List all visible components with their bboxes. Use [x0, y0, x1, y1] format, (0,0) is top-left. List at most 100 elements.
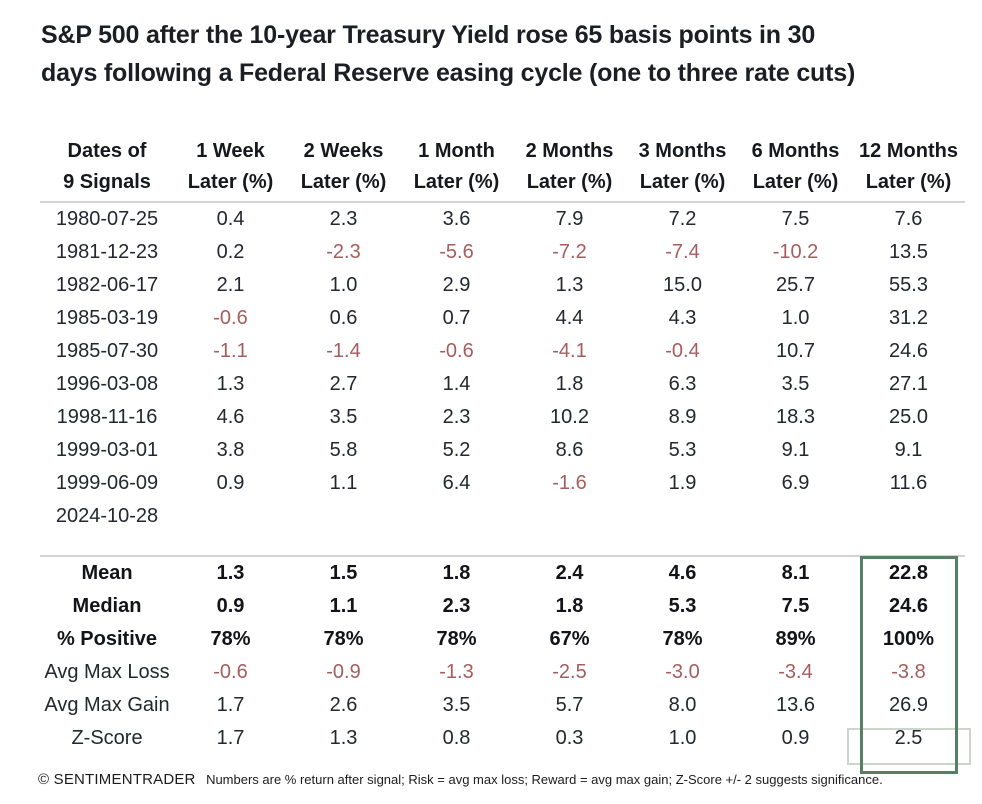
summary-value-cell: -1.3 [439, 661, 474, 683]
footer: © SENTIMENTRADER Numbers are % return af… [38, 771, 978, 789]
value-cell: -7.4 [665, 241, 700, 263]
summary-row: Avg Max Loss -0.6 -0.9 -1.3 -2.5 -3.0 -3.4 -3.8 [40, 656, 965, 689]
column-header-line: Later (%) [413, 171, 500, 193]
summary-label: Mean [40, 555, 174, 590]
summary-value-cell: -3.0 [665, 661, 700, 683]
value-cell: -7.2 [552, 241, 587, 263]
value-cell: 0.7 [442, 307, 471, 329]
table-row: 1998-11-16 4.6 3.5 2.3 10.2 8.9 18.3 25.0 [40, 401, 965, 434]
summary-value-cell: 0.9 [216, 595, 245, 617]
value-cell: -0.4 [665, 340, 700, 362]
summary-value-cell: 24.6 [889, 595, 928, 617]
value-cell: 1.3 [555, 274, 584, 296]
table-row: 1982-06-17 2.1 1.0 2.9 1.3 15.0 25.7 55.3 [40, 269, 965, 302]
summary-value-cell: 8.0 [668, 694, 697, 716]
summary-value-cell: 3.5 [442, 694, 471, 716]
value-cell: 9.1 [894, 439, 923, 461]
value-cell: 4.6 [216, 406, 245, 428]
date-cell: 1981-12-23 [55, 241, 159, 263]
summary-label: Avg Max Loss [44, 661, 170, 683]
value-cell: 3.5 [781, 373, 810, 395]
column-header: 1 Week Later (%) [174, 136, 287, 203]
value-cell: 5.8 [329, 439, 358, 461]
date-cell: 1980-07-25 [55, 208, 159, 230]
footer-note: Numbers are % return after signal; Risk … [206, 772, 883, 787]
summary-value-cell: 78% [323, 628, 364, 650]
twelve-month-highlight-box [860, 556, 958, 774]
value-cell: 4.3 [668, 307, 697, 329]
value-cell: -5.6 [439, 241, 474, 263]
summary-value-cell: 78% [210, 628, 251, 650]
table-row: 1980-07-25 0.4 2.3 3.6 7.9 7.2 7.5 7.6 [40, 202, 965, 236]
value-cell [739, 500, 852, 533]
value-cell: 11.6 [889, 472, 928, 494]
summary-value-cell: 2.5 [894, 727, 923, 749]
table-header-row: Dates of 9 Signals 1 Week Later (%) 2 Weeks L… [40, 136, 965, 203]
value-cell [287, 500, 400, 533]
value-cell: -0.6 [439, 340, 474, 362]
value-cell: 5.2 [442, 439, 471, 461]
value-cell: 1.1 [329, 472, 358, 494]
summary-value-cell: 5.7 [555, 694, 584, 716]
column-header: 6 Months Later (%) [739, 136, 852, 203]
value-cell: 4.4 [555, 307, 584, 329]
column-header-line: 3 Months [638, 140, 727, 162]
column-header: 3 Months Later (%) [626, 136, 739, 203]
summary-value-cell: 1.3 [174, 555, 287, 590]
value-cell: 5.3 [668, 439, 697, 461]
summary-label: Median [72, 595, 142, 617]
value-cell: -2.3 [326, 241, 361, 263]
value-cell: 3.8 [216, 439, 245, 461]
summary-value-cell: 5.3 [668, 595, 697, 617]
column-header: 2 Months Later (%) [513, 136, 626, 203]
value-cell: 9.1 [781, 439, 810, 461]
value-cell: 8.9 [668, 406, 697, 428]
value-cell: 2.1 [216, 274, 245, 296]
summary-value-cell: 13.6 [776, 694, 815, 716]
zscore-cell-outline [847, 728, 971, 765]
value-cell: 1.0 [781, 307, 810, 329]
column-header-line: 9 Signals [63, 171, 151, 193]
value-cell: 1.8 [555, 373, 584, 395]
value-cell [513, 500, 626, 533]
signals-table: Dates of 9 Signals 1 Week Later (%) 2 Weeks L… [40, 136, 965, 755]
value-cell: -1.6 [552, 472, 587, 494]
column-header-line: 6 Months [751, 140, 840, 162]
value-cell: 2.3 [442, 406, 471, 428]
summary-value-cell: -3.4 [778, 661, 813, 683]
value-cell: -1.1 [213, 340, 248, 362]
date-cell: 2024-10-28 [55, 505, 159, 527]
summary-value-cell: -0.9 [326, 661, 361, 683]
table-row: 1981-12-23 0.2 -2.3 -5.6 -7.2 -7.4 -10.2 13.5 [40, 236, 965, 269]
table-row: 1999-03-01 3.8 5.8 5.2 8.6 5.3 9.1 9.1 [40, 434, 965, 467]
summary-label: % Positive [56, 628, 158, 650]
value-cell: 2.3 [329, 208, 358, 230]
table-row: 1999-06-09 0.9 1.1 6.4 -1.6 1.9 6.9 11.6 [40, 467, 965, 500]
value-cell: 8.6 [555, 439, 584, 461]
summary-value-cell: 2.6 [329, 694, 358, 716]
summary-value-cell: 67% [549, 628, 590, 650]
summary-row: Median 0.9 1.1 2.3 1.8 5.3 7.5 24.6 [40, 590, 965, 623]
column-header: Dates of 9 Signals [40, 136, 174, 203]
summary-value-cell: 22.8 [852, 555, 965, 590]
column-header-line: Later (%) [526, 171, 613, 193]
value-cell: 6.3 [668, 373, 697, 395]
summary-value-cell: 1.7 [216, 694, 245, 716]
copyright-label: © SENTIMENTRADER [38, 771, 196, 788]
spacer-row [40, 533, 965, 556]
summary-row: Avg Max Gain 1.7 2.6 3.5 5.7 8.0 13.6 26.9 [40, 689, 965, 722]
value-cell: 1.0 [329, 274, 358, 296]
summary-value-cell: -2.5 [552, 661, 587, 683]
value-cell [626, 500, 739, 533]
summary-label: Avg Max Gain [44, 694, 170, 716]
value-cell: 27.1 [889, 373, 928, 395]
summary-value-cell: 89% [775, 628, 816, 650]
value-cell: 7.9 [555, 208, 584, 230]
summary-value-cell: 1.7 [216, 727, 245, 749]
date-cell: 1999-06-09 [55, 472, 159, 494]
date-cell: 1985-03-19 [55, 307, 159, 329]
value-cell: 1.9 [668, 472, 697, 494]
value-cell: 0.6 [329, 307, 358, 329]
date-cell: 1999-03-01 [55, 439, 159, 461]
column-header-line: Later (%) [639, 171, 726, 193]
